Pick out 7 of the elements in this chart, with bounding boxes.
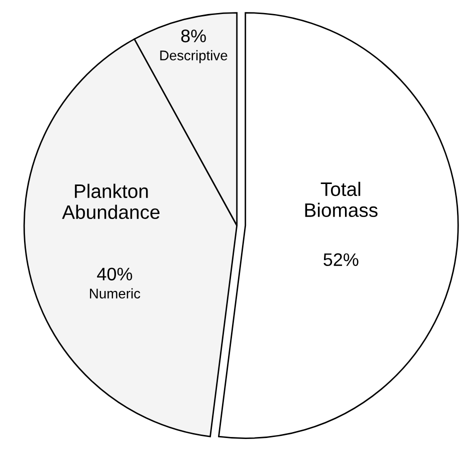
text: Plankton Abundance <box>62 184 160 220</box>
data-label: 8% <box>181 30 206 42</box>
data-label: 52% <box>324 253 358 266</box>
slice-label: Descriptive <box>160 50 228 64</box>
slice-label: Total Biomass <box>305 182 378 218</box>
slice-label: Numeric <box>90 288 140 298</box>
data-label: 40% <box>97 268 132 280</box>
